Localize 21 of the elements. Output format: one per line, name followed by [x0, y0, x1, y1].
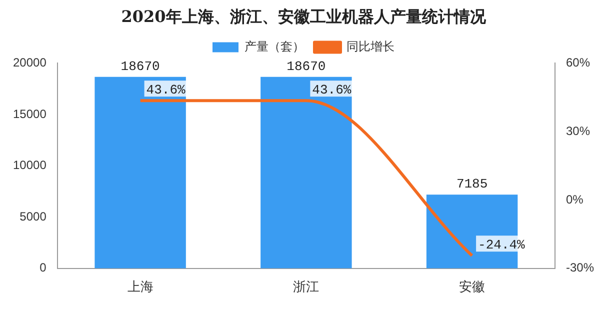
y-tick-label: 0	[40, 260, 47, 275]
x-tick-label: 浙江	[293, 278, 320, 294]
data-label: 43.6%	[312, 82, 352, 98]
y2-tick-label: -30%	[566, 260, 594, 275]
y2-tick-label: 60%	[566, 56, 590, 70]
y2-tick-label: 30%	[566, 124, 590, 138]
y-tick-label: 5000	[20, 209, 47, 224]
y-tick-label: 15000	[12, 106, 47, 121]
data-label: 43.6%	[146, 82, 186, 98]
y-tick-label: 10000	[12, 158, 47, 172]
x-tick-label: 安徽	[459, 278, 486, 294]
chart-title: 2020年上海、浙江、安徽工业机器人产量统计情况	[121, 6, 487, 26]
data-label: 18670	[120, 58, 160, 74]
data-label: 7185	[456, 176, 488, 192]
x-tick-label: 上海	[127, 278, 154, 294]
legend-label: 产量（套）	[244, 40, 304, 54]
y-tick-label: 20000	[12, 56, 47, 70]
legend-label: 同比增长	[346, 40, 394, 54]
data-label: -24.4%	[478, 238, 526, 253]
data-label: 18670	[286, 58, 326, 74]
y2-tick-label: 0%	[566, 192, 584, 206]
